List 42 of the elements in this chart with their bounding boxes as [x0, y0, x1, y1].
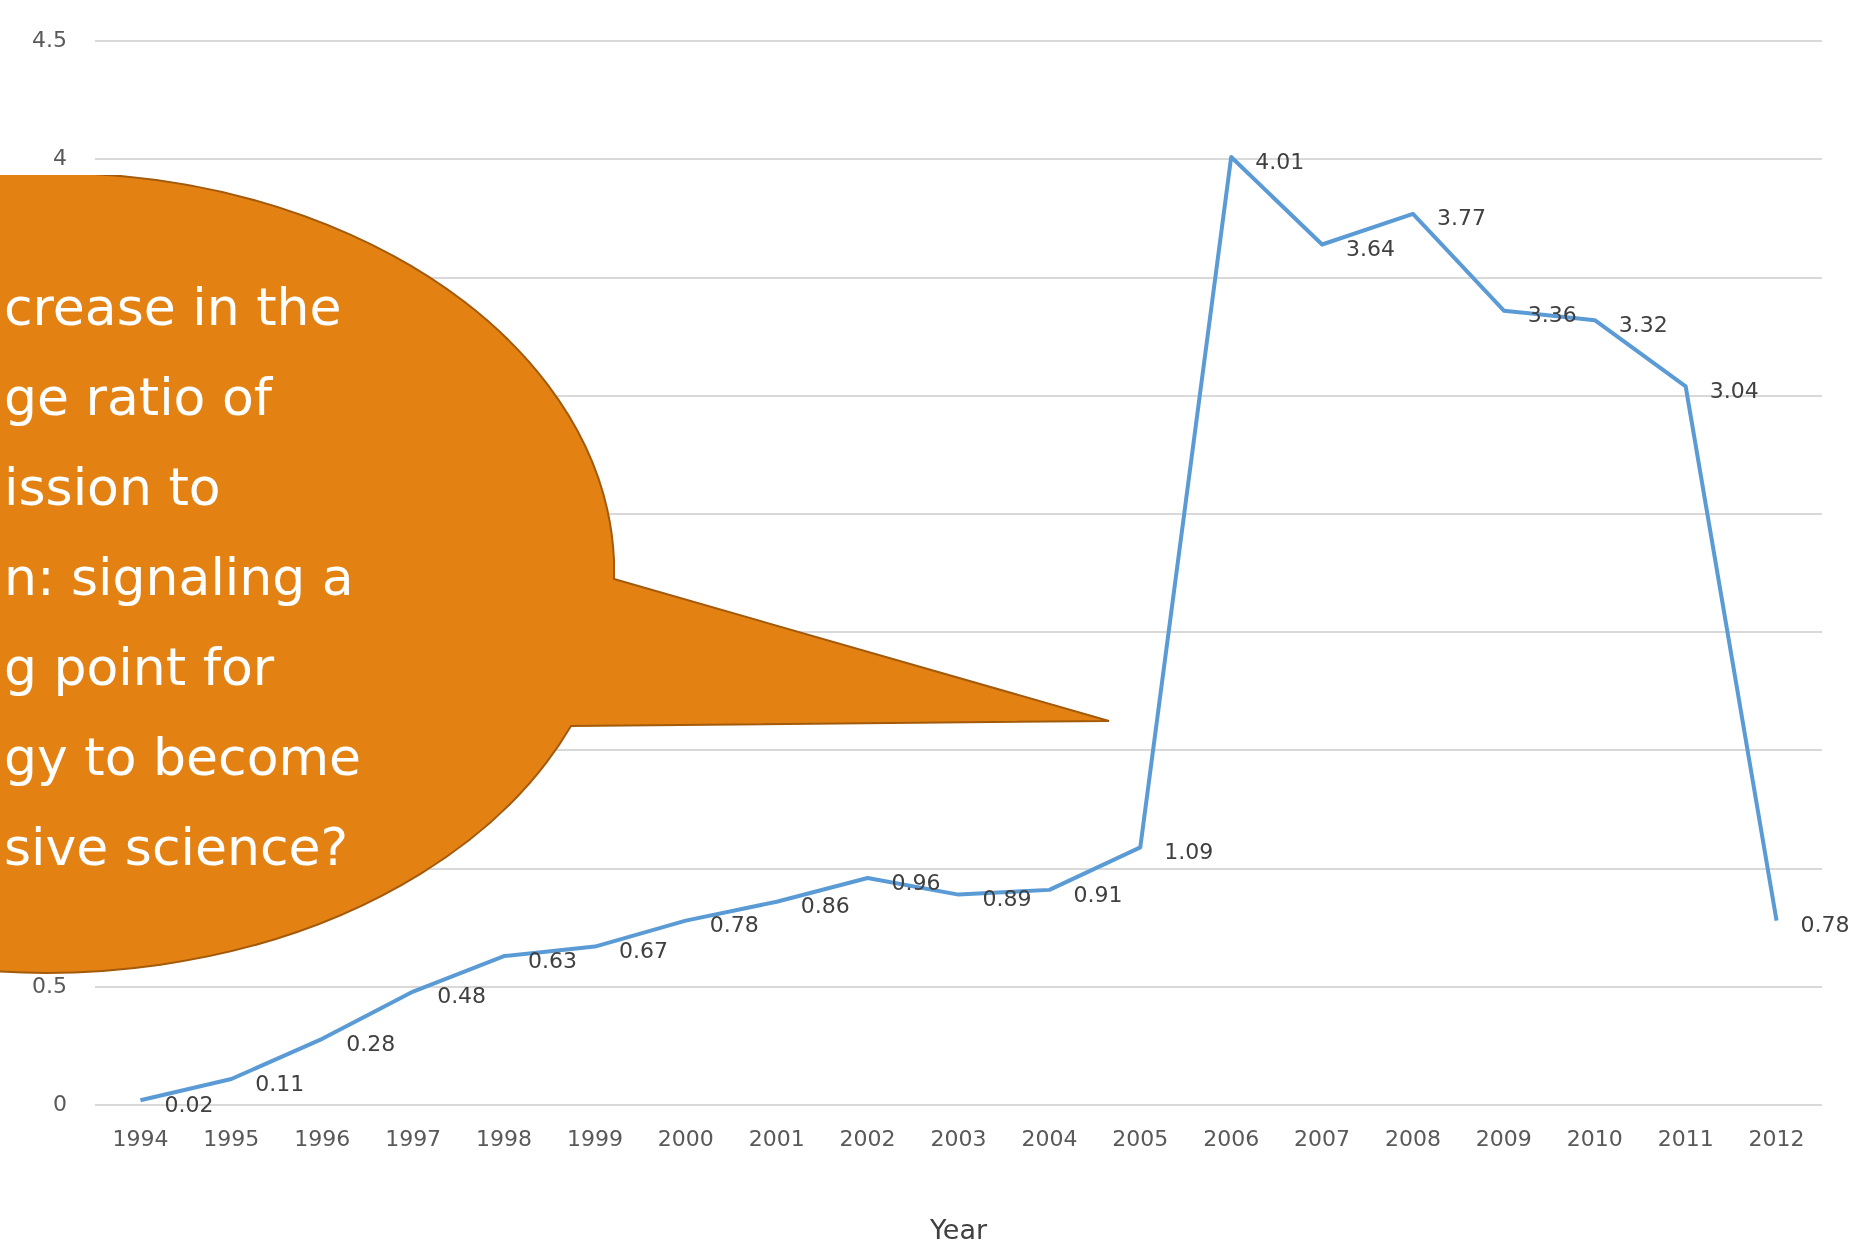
x-tick-label: 2011 [1657, 1125, 1714, 1151]
annotation: crease in the ge ratio of ission to n: signaling a g point for gy to become sive science? [4, 276, 362, 879]
data-label: 0.78 [1800, 912, 1850, 938]
data-label: 0.67 [618, 938, 668, 964]
x-tick-label: 1997 [385, 1125, 442, 1151]
x-tick-label: 2010 [1566, 1125, 1623, 1151]
data-label: 3.77 [1436, 205, 1486, 231]
x-tick-label: 1998 [476, 1125, 533, 1151]
x-tick-label: 2012 [1748, 1125, 1805, 1151]
data-label: 0.48 [437, 983, 487, 1009]
x-tick-label: 1996 [294, 1125, 351, 1151]
y-tick-label: 4.5 [32, 26, 67, 52]
data-label: 0.11 [255, 1070, 305, 1096]
y-tick-label: 0.5 [32, 972, 67, 998]
data-label: 0.02 [164, 1091, 214, 1117]
data-label: 0.63 [528, 947, 578, 973]
x-tick-label: 2004 [1021, 1125, 1078, 1151]
data-label: 0.89 [982, 886, 1032, 912]
data-label: 0.91 [1073, 881, 1123, 907]
x-tick-label: 1995 [203, 1125, 260, 1151]
data-label: 0.78 [709, 912, 759, 938]
data-label: 0.86 [800, 893, 850, 919]
data-label: 4.01 [1255, 148, 1305, 174]
data-label: 0.28 [346, 1030, 396, 1056]
x-tick-label: 1994 [112, 1125, 169, 1151]
x-tick-label: 2003 [930, 1125, 987, 1151]
data-label: 3.64 [1346, 236, 1396, 262]
x-tick-label: 2009 [1475, 1125, 1532, 1151]
data-label: 3.32 [1618, 311, 1668, 337]
x-tick-label: 2002 [839, 1125, 896, 1151]
data-label: 1.09 [1164, 839, 1214, 865]
x-tick-label: 2008 [1384, 1125, 1441, 1151]
x-tick-label: 2000 [657, 1125, 714, 1151]
x-tick-label: 2001 [748, 1125, 805, 1151]
y-tick-label: 4 [53, 145, 67, 171]
x-axis-title: Year [928, 1213, 988, 1245]
data-label: 3.04 [1709, 378, 1759, 404]
x-tick-label: 2005 [1112, 1125, 1169, 1151]
y-tick-label: 0 [53, 1090, 67, 1116]
x-tick-label: 2006 [1203, 1125, 1260, 1151]
x-tick-label: 1999 [566, 1125, 623, 1151]
x-tick-label: 2007 [1294, 1125, 1351, 1151]
